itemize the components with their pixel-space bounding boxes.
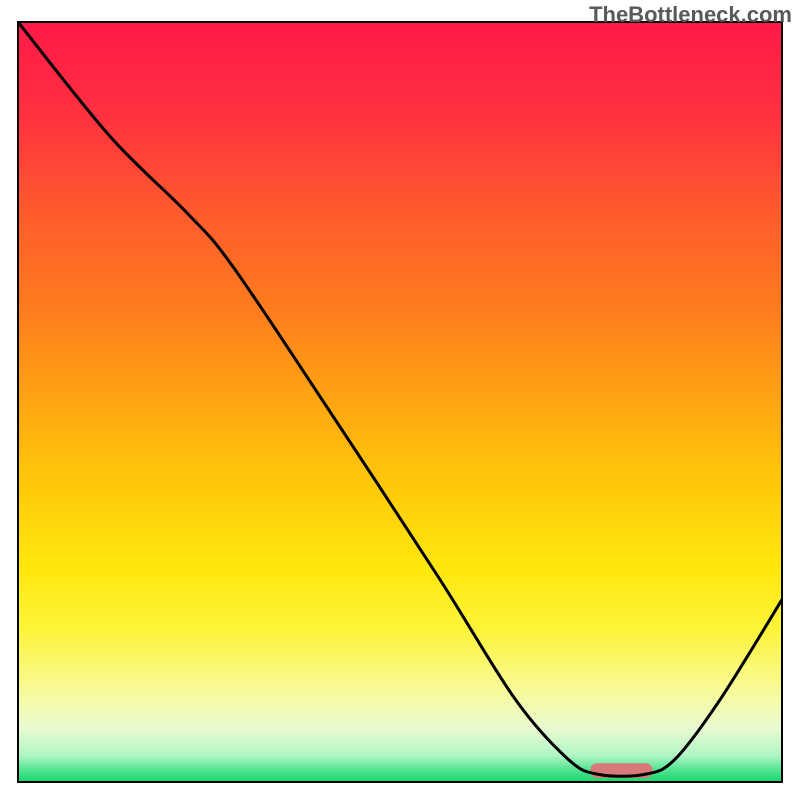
chart-container: TheBottleneck.com xyxy=(0,0,800,800)
bottleneck-chart xyxy=(0,0,800,800)
watermark-text: TheBottleneck.com xyxy=(589,2,792,28)
gradient-background xyxy=(18,22,782,782)
